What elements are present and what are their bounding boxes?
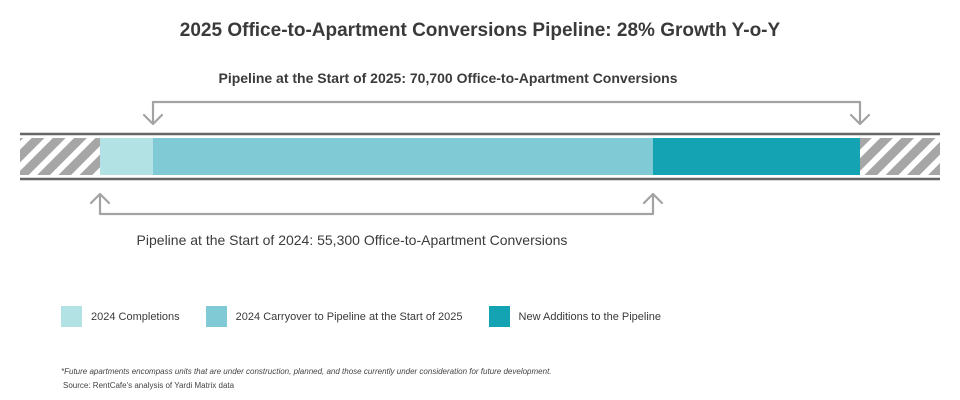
hatch-left	[20, 138, 100, 175]
annotation-2025-label: Pipeline at the Start of 2025: 70,700 Of…	[218, 70, 677, 86]
arrow-2024-left	[89, 192, 111, 205]
legend-swatch-new-additions	[488, 306, 510, 327]
legend-item-carryover: 2024 Carryover to Pipeline at the Start …	[205, 306, 463, 327]
bracket-2025	[151, 100, 862, 124]
legend-item-new-additions: New Additions to the Pipeline	[488, 306, 662, 327]
footnote: *Future apartments encompass units that …	[61, 367, 552, 376]
legend-label-carryover: 2024 Carryover to Pipeline at the Start …	[235, 310, 463, 323]
bar-segment-carryover	[153, 138, 653, 175]
legend-item-completions: 2024 Completions	[61, 306, 180, 327]
legend-label-new-additions: New Additions to the Pipeline	[518, 310, 662, 323]
bar-segment-new-additions	[653, 138, 860, 175]
legend-label-completions: 2024 Completions	[91, 310, 180, 323]
bar-segment-completions	[100, 138, 153, 175]
bracket-2024	[98, 194, 655, 216]
arrow-2025-right	[849, 113, 871, 126]
legend-swatch-completions	[61, 306, 82, 327]
hatch-right	[860, 138, 940, 175]
annotation-2024-label: Pipeline at the Start of 2024: 55,300 Of…	[137, 232, 568, 248]
legend: 2024 Completions 2024 Carryover to Pipel…	[61, 306, 687, 327]
legend-swatch-carryover	[205, 306, 227, 327]
bar-group	[20, 132, 940, 181]
chart-title: 2025 Office-to-Apartment Conversions Pip…	[179, 20, 781, 41]
annotation-group: Pipeline at the Start of 2025: 70,700 Of…	[89, 70, 871, 248]
source-note: Source: RentCafe's analysis of Yardi Mat…	[63, 381, 235, 390]
arrow-2025-left	[142, 113, 164, 126]
arrow-2024-right	[642, 192, 664, 205]
